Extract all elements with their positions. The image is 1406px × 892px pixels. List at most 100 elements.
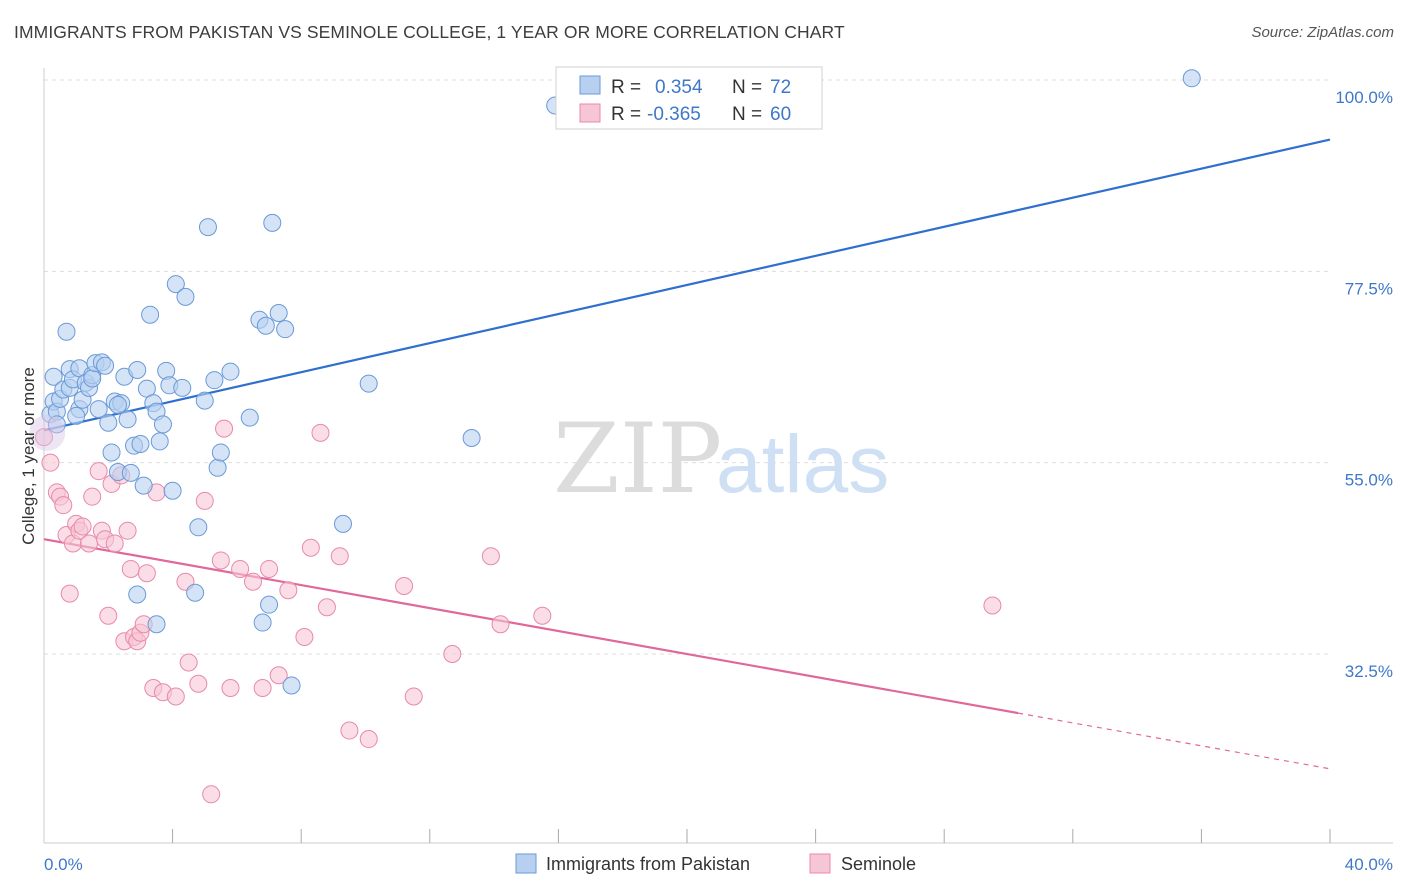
seminole-point xyxy=(359,730,378,749)
seminole-point xyxy=(137,564,156,583)
seminole-point xyxy=(54,496,73,515)
correlation-legend: R = 0.354 N = 72 R = -0.365 N = 60 xyxy=(555,66,823,130)
seminole-point xyxy=(253,679,272,698)
pakistan-point xyxy=(67,406,86,425)
pakistan-point xyxy=(276,320,295,339)
pakistan-point xyxy=(134,476,153,495)
pakistan-point xyxy=(260,595,279,614)
seminole-point xyxy=(443,645,462,663)
pakistan-point xyxy=(189,518,208,537)
pakistan-point xyxy=(240,408,259,427)
pakistan-point xyxy=(102,443,121,462)
seminole-point xyxy=(295,627,314,646)
pakistan-point xyxy=(359,374,378,393)
seminole-point xyxy=(340,721,359,740)
y-tick-labels: 32.5% 55.0% 77.5% 100.0% xyxy=(1335,88,1393,681)
legend-n-value-1: 72 xyxy=(770,77,791,98)
pakistan-point xyxy=(263,213,282,232)
source-label: Source: ZipAtlas.com xyxy=(1251,24,1394,41)
seminole-point xyxy=(317,598,336,617)
pakistan-point xyxy=(221,362,240,381)
series-legend-swatch-blue xyxy=(515,853,537,874)
legend-r-value-2: -0.365 xyxy=(647,104,701,125)
x-tick-label-min: 0.0% xyxy=(44,855,83,874)
pakistan-point xyxy=(198,218,217,237)
series-legend-swatch-pink xyxy=(809,853,831,874)
pakistan-point xyxy=(166,275,185,294)
seminole-point xyxy=(260,559,279,578)
seminole-point xyxy=(269,666,288,685)
trend-lines xyxy=(43,138,1331,770)
y-tick-label: 77.5% xyxy=(1345,279,1393,298)
trend-line-seminole-extension xyxy=(1018,712,1331,770)
pakistan-point xyxy=(211,443,230,462)
seminole-point xyxy=(166,687,185,706)
seminole-point xyxy=(395,576,414,595)
legend-n-value-2: 60 xyxy=(770,104,791,125)
seminole-point xyxy=(179,653,198,672)
legend-r-label-2: R = xyxy=(611,104,641,125)
seminole-point xyxy=(311,423,330,442)
pakistan-point xyxy=(108,395,127,414)
trend-line-pakistan xyxy=(43,138,1331,432)
pakistan-point xyxy=(89,400,108,419)
seminole-point xyxy=(404,687,423,706)
seminole-point xyxy=(195,491,214,510)
seminole-point xyxy=(118,521,137,540)
trend-line-seminole xyxy=(43,538,1019,715)
legend-n-label-2: N = xyxy=(732,104,762,125)
pakistan-point xyxy=(256,316,275,335)
pakistan-point xyxy=(131,434,150,453)
chart-title: IMMIGRANTS FROM PAKISTAN VS SEMINOLE COL… xyxy=(14,22,845,42)
seminole-point xyxy=(211,551,230,570)
watermark-zip: ZIP xyxy=(553,403,722,515)
seminole-point xyxy=(279,581,298,600)
pakistan-point xyxy=(176,287,195,306)
seminole-point xyxy=(221,679,240,698)
seminole-point xyxy=(215,419,234,438)
seminole-point xyxy=(73,517,92,536)
pakistan-point xyxy=(462,429,481,448)
seminole-point xyxy=(481,547,500,566)
overlap-cluster-point xyxy=(29,414,66,451)
seminole-point xyxy=(80,534,99,553)
seminole-point xyxy=(983,596,1002,615)
pakistan-point xyxy=(282,676,301,695)
pakistan-point xyxy=(96,356,115,375)
pakistan-point xyxy=(195,391,214,410)
pakistan-point xyxy=(150,432,169,451)
pakistan-point xyxy=(83,369,102,388)
axes xyxy=(43,68,1393,844)
seminole-point xyxy=(121,559,140,578)
pakistan-point xyxy=(57,322,76,341)
seminole-point xyxy=(202,785,221,804)
seminole-point xyxy=(99,606,118,625)
pakistan-point xyxy=(269,304,288,323)
watermark: ZIP atlas xyxy=(553,403,889,515)
pakistan-point xyxy=(173,378,192,397)
pakistan-point xyxy=(128,585,147,604)
pakistan-point xyxy=(1182,69,1201,88)
pakistan-point xyxy=(121,463,140,482)
pakistan-point xyxy=(141,305,160,324)
seminole-point xyxy=(491,615,510,634)
pakistan-point xyxy=(253,613,272,632)
series-legend-label-blue: Immigrants from Pakistan xyxy=(546,854,750,874)
y-axis-label: College, 1 year or more xyxy=(19,367,38,545)
seminole-point xyxy=(231,559,250,578)
y-tick-label: 32.5% xyxy=(1345,662,1393,681)
seminole-point xyxy=(60,584,79,603)
pakistan-point xyxy=(186,583,205,602)
y-tick-label: 55.0% xyxy=(1345,471,1393,490)
y-tick-label: 100.0% xyxy=(1335,88,1393,107)
pakistan-point xyxy=(99,413,118,432)
seminole-point xyxy=(105,534,124,553)
data-points xyxy=(29,69,1201,804)
seminole-point xyxy=(243,572,262,591)
seminole-point xyxy=(35,428,53,447)
legend-swatch-blue xyxy=(579,75,601,95)
legend-r-value-1: 0.354 xyxy=(655,77,703,98)
pakistan-point xyxy=(47,415,66,434)
legend-n-label-1: N = xyxy=(732,77,762,98)
